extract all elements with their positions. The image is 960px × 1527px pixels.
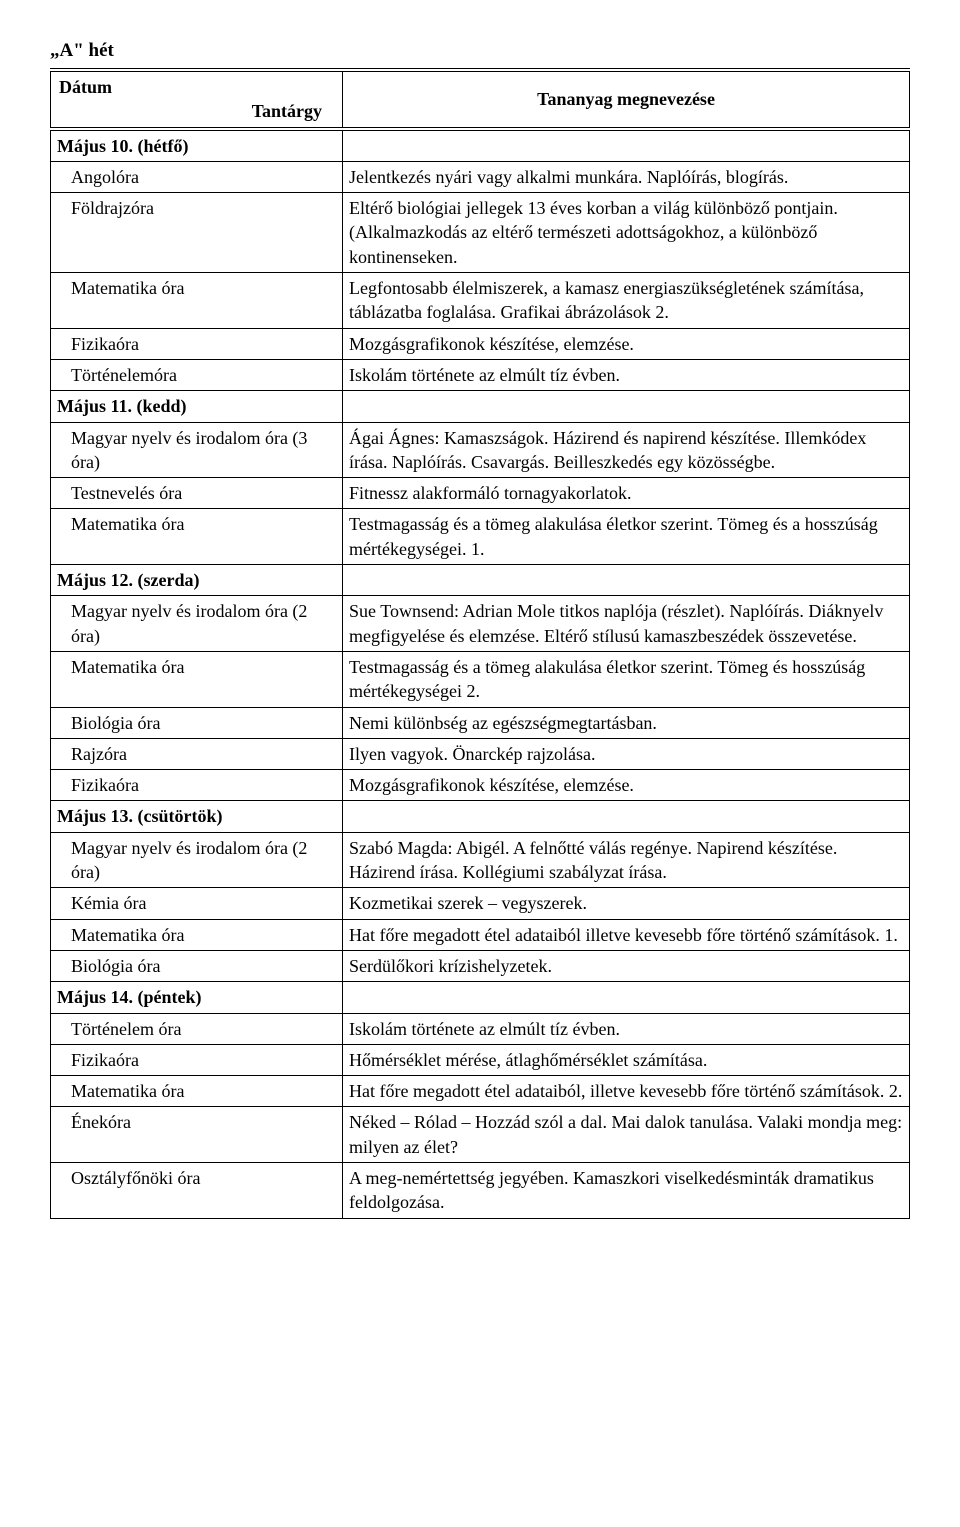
table-row: Történelem óraIskolám története az elmúl… — [51, 1013, 910, 1044]
content-cell: Serdülőkori krízishelyzetek. — [343, 950, 910, 981]
content-cell: Kozmetikai szerek – vegyszerek. — [343, 888, 910, 919]
content-cell: Testmagasság és a tömeg alakulása életko… — [343, 651, 910, 707]
subject-label: Rajzóra — [51, 738, 343, 769]
table-row: FizikaóraMozgásgrafikonok készítése, ele… — [51, 770, 910, 801]
subject-label: Magyar nyelv és irodalom óra (2 óra) — [51, 596, 343, 652]
table-row: Testnevelés óraFitnessz alakformáló torn… — [51, 478, 910, 509]
subject-label: Osztályfőnöki óra — [51, 1162, 343, 1218]
content-cell: Jelentkezés nyári vagy alkalmi munkára. … — [343, 161, 910, 192]
content-cell — [343, 565, 910, 596]
subject-label: Magyar nyelv és irodalom óra (3 óra) — [51, 422, 343, 478]
subject-label: Énekóra — [51, 1107, 343, 1163]
table-header-row: Dátum Tantárgy Tananyag megnevezése — [51, 70, 910, 129]
content-cell — [343, 391, 910, 422]
day-row: Május 14. (péntek) — [51, 982, 910, 1013]
subject-label: Matematika óra — [51, 1076, 343, 1107]
table-row: AngolóraJelentkezés nyári vagy alkalmi m… — [51, 161, 910, 192]
content-cell: Legfontosabb élelmiszerek, a kamasz ener… — [343, 273, 910, 329]
subject-label: Történelem óra — [51, 1013, 343, 1044]
content-cell: Nemi különbség az egészségmegtartásban. — [343, 707, 910, 738]
content-cell: Ilyen vagyok. Önarckép rajzolása. — [343, 738, 910, 769]
day-label: Május 12. (szerda) — [51, 565, 343, 596]
header-left-cell: Dátum Tantárgy — [51, 70, 343, 129]
day-row: Május 13. (csütörtök) — [51, 801, 910, 832]
subject-label: Biológia óra — [51, 950, 343, 981]
content-cell: Mozgásgrafikonok készítése, elemzése. — [343, 770, 910, 801]
subject-label: Fizikaóra — [51, 770, 343, 801]
table-row: Osztályfőnöki óraA meg-nemértettség jegy… — [51, 1162, 910, 1218]
table-row: Magyar nyelv és irodalom óra (2 óra)Szab… — [51, 832, 910, 888]
content-cell — [343, 129, 910, 162]
table-row: Biológia óraSerdülőkori krízishelyzetek. — [51, 950, 910, 981]
table-row: Biológia óraNemi különbség az egészségme… — [51, 707, 910, 738]
content-cell — [343, 801, 910, 832]
table-row: Magyar nyelv és irodalom óra (2 óra)Sue … — [51, 596, 910, 652]
header-content-label: Tananyag megnevezése — [343, 70, 910, 129]
content-cell: Iskolám története az elmúlt tíz évben. — [343, 1013, 910, 1044]
content-cell: Iskolám története az elmúlt tíz évben. — [343, 359, 910, 390]
header-subject-label: Tantárgy — [57, 99, 336, 123]
table-row: ÉnekóraNéked – Rólad – Hozzád szól a dal… — [51, 1107, 910, 1163]
day-row: Május 10. (hétfő) — [51, 129, 910, 162]
subject-label: Matematika óra — [51, 919, 343, 950]
table-row: Magyar nyelv és irodalom óra (3 óra)Ágai… — [51, 422, 910, 478]
day-label: Május 11. (kedd) — [51, 391, 343, 422]
table-row: FöldrajzóraEltérő biológiai jellegek 13 … — [51, 193, 910, 273]
subject-label: Matematika óra — [51, 273, 343, 329]
content-cell: Szabó Magda: Abigél. A felnőtté válás re… — [343, 832, 910, 888]
subject-label: Biológia óra — [51, 707, 343, 738]
content-cell: Eltérő biológiai jellegek 13 éves korban… — [343, 193, 910, 273]
week-title: „A" hét — [50, 40, 910, 62]
table-row: Kémia óraKozmetikai szerek – vegyszerek. — [51, 888, 910, 919]
content-cell: Mozgásgrafikonok készítése, elemzése. — [343, 328, 910, 359]
subject-label: Kémia óra — [51, 888, 343, 919]
table-row: TörténelemóraIskolám története az elmúlt… — [51, 359, 910, 390]
day-row: Május 12. (szerda) — [51, 565, 910, 596]
table-row: Matematika óraLegfontosabb élelmiszerek,… — [51, 273, 910, 329]
content-cell: Testmagasság és a tömeg alakulása életko… — [343, 509, 910, 565]
schedule-table: Dátum Tantárgy Tananyag megnevezése Máju… — [50, 68, 910, 1219]
table-row: Matematika óraTestmagasság és a tömeg al… — [51, 509, 910, 565]
content-cell: Néked – Rólad – Hozzád szól a dal. Mai d… — [343, 1107, 910, 1163]
table-row: Matematika óraHat főre megadott étel ada… — [51, 919, 910, 950]
subject-label: Matematika óra — [51, 509, 343, 565]
table-row: Matematika óraTestmagasság és a tömeg al… — [51, 651, 910, 707]
subject-label: Angolóra — [51, 161, 343, 192]
day-row: Május 11. (kedd) — [51, 391, 910, 422]
table-row: Matematika óraHat főre megadott étel ada… — [51, 1076, 910, 1107]
subject-label: Földrajzóra — [51, 193, 343, 273]
day-label: Május 13. (csütörtök) — [51, 801, 343, 832]
content-cell: Hőmérséklet mérése, átlaghőmérséklet szá… — [343, 1044, 910, 1075]
subject-label: Fizikaóra — [51, 328, 343, 359]
subject-label: Matematika óra — [51, 651, 343, 707]
day-label: Május 14. (péntek) — [51, 982, 343, 1013]
content-cell: Ágai Ágnes: Kamaszságok. Házirend és nap… — [343, 422, 910, 478]
subject-label: Fizikaóra — [51, 1044, 343, 1075]
header-date-label: Dátum — [57, 75, 336, 99]
content-cell: Hat főre megadott étel adataiból illetve… — [343, 919, 910, 950]
subject-label: Történelemóra — [51, 359, 343, 390]
content-cell: Sue Townsend: Adrian Mole titkos naplója… — [343, 596, 910, 652]
content-cell: Hat főre megadott étel adataiból, illetv… — [343, 1076, 910, 1107]
content-cell: A meg-nemértettség jegyében. Kamaszkori … — [343, 1162, 910, 1218]
table-row: FizikaóraHőmérséklet mérése, átlaghőmérs… — [51, 1044, 910, 1075]
day-label: Május 10. (hétfő) — [51, 129, 343, 162]
subject-label: Magyar nyelv és irodalom óra (2 óra) — [51, 832, 343, 888]
content-cell — [343, 982, 910, 1013]
content-cell: Fitnessz alakformáló tornagyakorlatok. — [343, 478, 910, 509]
table-row: FizikaóraMozgásgrafikonok készítése, ele… — [51, 328, 910, 359]
subject-label: Testnevelés óra — [51, 478, 343, 509]
table-row: RajzóraIlyen vagyok. Önarckép rajzolása. — [51, 738, 910, 769]
